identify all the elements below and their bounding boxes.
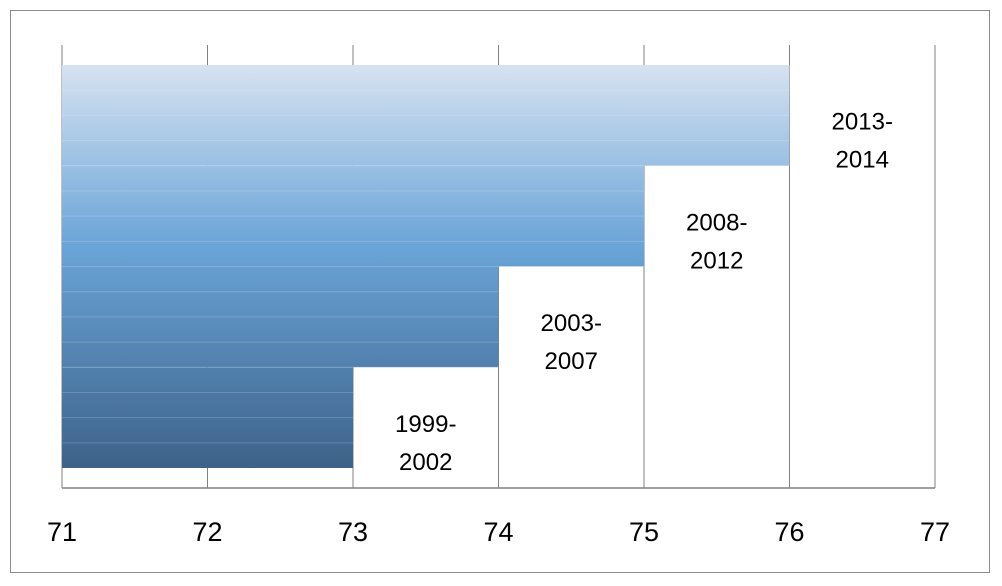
x-tick-label-71: 71 [47, 517, 77, 547]
bar-label-line: 2002 [399, 449, 452, 476]
bar-2008-2012 [62, 165, 644, 267]
x-tick-label-73: 73 [338, 517, 368, 547]
bar-label-line: 2007 [545, 348, 598, 375]
x-tick-label-72: 72 [192, 517, 222, 547]
x-tick-label-74: 74 [483, 517, 513, 547]
bar-label-line: 2013- [832, 109, 893, 136]
bar-2013-2014 [62, 65, 790, 166]
bar-1999-2002 [62, 367, 353, 468]
x-tick-label-77: 77 [920, 517, 950, 547]
x-tick-label-75: 75 [629, 517, 659, 547]
bar-label-2013-2014: 2013- 2014 [832, 109, 893, 174]
bar-label-line: 2012 [690, 247, 743, 274]
bar-label-2003-2007: 2003- 2007 [541, 310, 602, 375]
bar-label-line: 1999- [395, 411, 456, 438]
bar-label-1999-2002: 1999- 2002 [395, 411, 456, 476]
x-tick-label-76: 76 [774, 517, 804, 547]
bar-2003-2007 [62, 266, 499, 368]
bar-label-line: 2008- [686, 209, 747, 236]
bar-labels: 1999- 2002 2003- 2007 2008- 2012 2013- 2014 [395, 109, 893, 476]
bars [62, 65, 790, 468]
bar-label-2008-2012: 2008- 2012 [686, 209, 747, 274]
bar-label-line: 2014 [836, 147, 889, 174]
x-tick-labels: 71 72 73 74 75 76 77 [47, 517, 950, 547]
bar-label-line: 2003- [541, 310, 602, 337]
